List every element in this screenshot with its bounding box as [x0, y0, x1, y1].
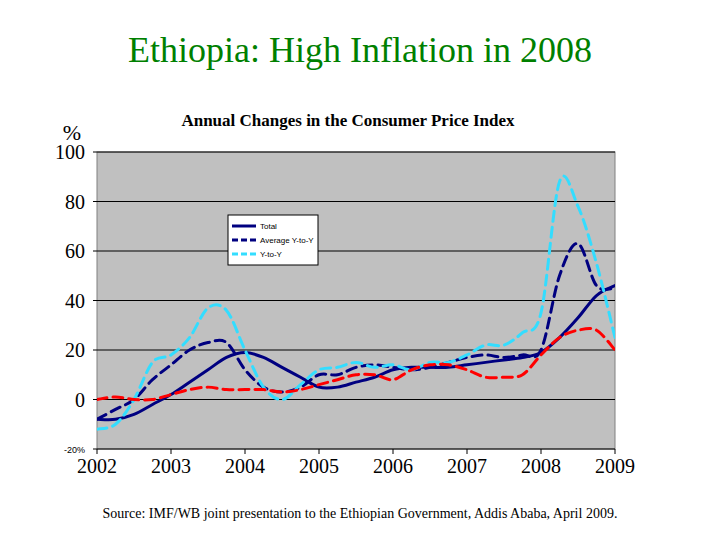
x-tick-label: 2005 — [299, 455, 339, 477]
legend-label: Y-to-Y — [260, 250, 283, 259]
grid-line — [97, 449, 615, 450]
series-line — [97, 176, 615, 429]
x-tick — [393, 449, 394, 454]
x-tick — [615, 449, 616, 454]
y-tick — [93, 300, 97, 301]
y-tick — [93, 350, 97, 351]
grid-line — [97, 350, 615, 351]
series-group — [97, 176, 615, 429]
grid-line — [97, 201, 615, 202]
x-tick-label: 2006 — [373, 455, 413, 477]
x-tick — [171, 449, 172, 454]
y-tick — [93, 399, 97, 400]
legend-swatch — [232, 239, 256, 242]
series-line — [97, 243, 615, 419]
chart: Ethiopia: High Inflation in 2008 Annual C… — [0, 0, 720, 540]
x-tick-label: 2003 — [151, 455, 191, 477]
y-tick — [93, 449, 97, 450]
x-tick — [245, 449, 246, 454]
y-tick-label: 20 — [65, 339, 85, 361]
y-tick-label: 100 — [55, 141, 85, 163]
x-tick — [97, 449, 98, 454]
x-tick-label: 2002 — [77, 455, 117, 477]
x-tick — [541, 449, 542, 454]
y-tick-label: 0 — [75, 389, 85, 411]
x-tick — [319, 449, 320, 454]
title: Ethiopia: High Inflation in 2008 — [128, 30, 592, 70]
series-line — [97, 328, 615, 400]
y-tick-label: -20% — [64, 445, 85, 455]
grid-line — [97, 300, 615, 301]
x-tick-label: 2004 — [225, 455, 265, 477]
y-tick-label: 60 — [65, 240, 85, 262]
legend-label: Average Y-to-Y — [260, 236, 314, 245]
x-tick-label: 2007 — [447, 455, 487, 477]
legend: Total Average Y-to-Y Y-to-Y — [228, 215, 318, 265]
grid-line — [97, 251, 615, 252]
x-tick — [467, 449, 468, 454]
x-tick-label: 2008 — [521, 455, 561, 477]
y-tick — [93, 251, 97, 252]
y-tick — [93, 201, 97, 202]
subtitle: Annual Changes in the Consumer Price Ind… — [181, 111, 515, 130]
grid-line — [97, 152, 615, 153]
legend-label: Total — [260, 222, 277, 231]
legend-swatch — [232, 253, 256, 256]
y-tick-label: 80 — [65, 191, 85, 213]
plot-area — [97, 152, 615, 449]
y-tick — [93, 152, 97, 153]
legend-box — [228, 215, 318, 265]
legend-swatch — [232, 225, 256, 228]
source-note: Source: IMF/WB joint presentation to the… — [103, 506, 618, 521]
grid-line — [97, 399, 615, 400]
y-tick-label: 40 — [65, 290, 85, 312]
x-tick-label: 2009 — [595, 455, 635, 477]
